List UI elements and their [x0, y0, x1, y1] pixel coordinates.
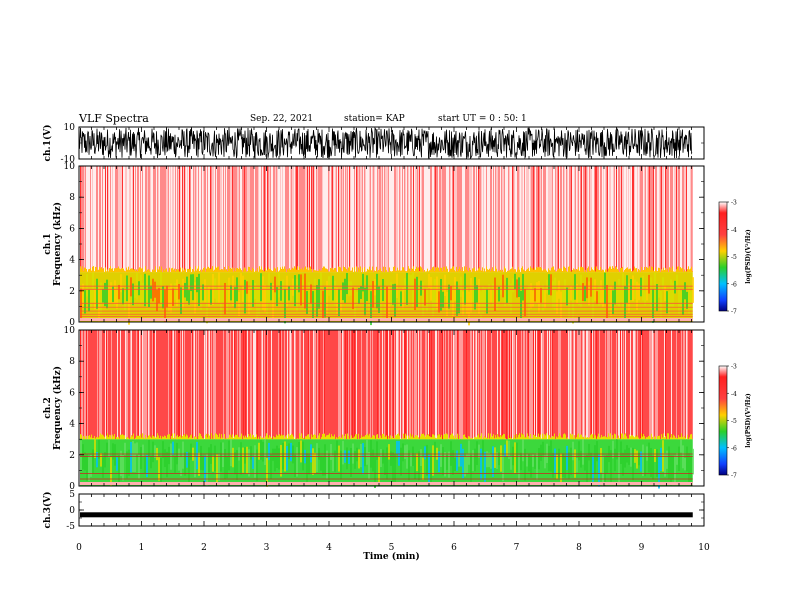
xtick-label: 7 — [514, 543, 520, 553]
start-time-label: start UT = 0 : 50: 1 — [438, 114, 527, 124]
ytick-label-p1: -10 — [61, 155, 76, 165]
ytick-label-p3: 0 — [69, 482, 75, 492]
ylabel-p4: ch.3(V) — [42, 492, 53, 529]
xtick-label: 10 — [698, 543, 710, 553]
ytick-label-p2: 8 — [69, 193, 75, 203]
ytick-label-p2: 0 — [69, 318, 75, 328]
ytick-label-p2: 10 — [64, 162, 76, 172]
xtick-label: 5 — [389, 543, 395, 553]
xtick-label: 0 — [76, 543, 82, 553]
colorbar-tick-label: -4 — [731, 391, 737, 398]
colorbar-tick-label: -7 — [731, 473, 737, 480]
ylabel-p2: Frequency (kHz) — [52, 202, 63, 286]
xtick-label: 1 — [139, 543, 145, 553]
ytick-label-p1: 10 — [64, 123, 76, 133]
colorbar-label-1: log(PSD)(V²/Hz) — [745, 229, 752, 284]
colorbar-tick-label: -6 — [731, 445, 737, 452]
ch1-waveform-line — [78, 126, 693, 160]
colorbar-tick-label: -3 — [731, 200, 737, 207]
colorbar-tick-label: -4 — [731, 227, 737, 234]
xtick-label: 8 — [576, 543, 582, 553]
colorbar-label-2: log(PSD)(V²/Hz) — [745, 393, 752, 448]
x-axis-label: Time (min) — [363, 551, 420, 562]
ch3-waveform-line — [80, 512, 693, 518]
ylabel-p1: ch.1(V) — [42, 125, 53, 162]
ytick-label-p3: 6 — [69, 388, 75, 398]
ylabel-p3: Frequency (kHz) — [52, 366, 63, 450]
ytick-label-p2: 6 — [69, 224, 75, 234]
colorbar-tick-label: -6 — [731, 281, 737, 288]
colorbar-tick-label: -5 — [731, 418, 737, 425]
colorbar-2 — [718, 365, 728, 476]
ytick-label-p4: 5 — [69, 490, 75, 500]
xtick-label: 9 — [639, 543, 645, 553]
figure-title: VLF Spectra — [79, 112, 149, 125]
xtick-label: 2 — [201, 543, 207, 553]
ylabel-p3: ch.2 — [43, 397, 53, 418]
ytick-label-p2: 4 — [69, 256, 75, 266]
colorbar-tick-label: -7 — [731, 309, 737, 316]
ytick-label-p4: -5 — [66, 522, 75, 532]
colorbar-1 — [718, 201, 728, 312]
ytick-label-p3: 8 — [69, 357, 75, 367]
colorbar-tick-label: -3 — [731, 364, 737, 371]
ytick-label-p2: 2 — [69, 287, 75, 297]
ytick-label-p3: 2 — [69, 451, 75, 461]
xtick-label: 3 — [264, 543, 270, 553]
date-label: Sep. 22, 2021 — [250, 114, 314, 124]
ch2-spectrogram-image — [80, 330, 694, 489]
station-label: station= KAP — [344, 114, 405, 124]
ytick-label-p3: 10 — [64, 326, 76, 336]
ch1-spectrogram-image — [80, 166, 694, 326]
colorbar-tick-label: -5 — [731, 254, 737, 261]
ylabel-p2: ch.1 — [43, 233, 53, 254]
ytick-label-p4: 0 — [69, 506, 75, 516]
ytick-label-p3: 4 — [69, 420, 75, 430]
xtick-label: 6 — [451, 543, 457, 553]
xtick-label: 4 — [326, 543, 332, 553]
